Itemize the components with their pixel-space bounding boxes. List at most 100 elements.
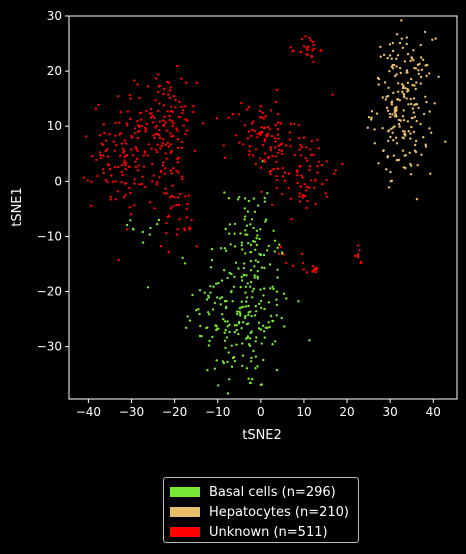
point-series-2 bbox=[192, 105, 195, 108]
point-series-2 bbox=[167, 145, 171, 148]
y-tick-label: 20 bbox=[47, 64, 62, 78]
point-series-0 bbox=[263, 200, 266, 203]
point-series-2 bbox=[129, 97, 132, 100]
point-series-2 bbox=[316, 171, 319, 174]
point-series-2 bbox=[146, 85, 150, 88]
point-series-1 bbox=[409, 77, 413, 81]
point-series-2 bbox=[176, 228, 179, 231]
point-series-2 bbox=[123, 150, 126, 153]
point-series-2 bbox=[182, 124, 186, 128]
point-series-2 bbox=[140, 118, 143, 121]
point-series-0 bbox=[270, 314, 273, 318]
point-series-0 bbox=[260, 306, 263, 310]
point-series-0 bbox=[203, 291, 206, 294]
point-series-2 bbox=[172, 122, 175, 125]
point-series-2 bbox=[165, 157, 168, 160]
point-series-0 bbox=[239, 312, 242, 315]
point-series-0 bbox=[233, 245, 237, 248]
point-series-1 bbox=[407, 130, 410, 133]
point-series-2 bbox=[104, 178, 108, 182]
point-series-0 bbox=[247, 304, 250, 308]
point-series-2 bbox=[305, 146, 308, 149]
point-series-1 bbox=[373, 142, 376, 145]
point-series-0 bbox=[209, 266, 213, 269]
legend-item-unknown: Unknown (n=511) bbox=[170, 522, 352, 542]
point-series-1 bbox=[425, 100, 428, 104]
point-series-2 bbox=[133, 79, 136, 82]
point-series-0 bbox=[230, 272, 233, 276]
point-series-1 bbox=[419, 75, 423, 79]
point-series-1 bbox=[392, 154, 396, 157]
point-series-2 bbox=[154, 148, 157, 152]
point-series-2 bbox=[360, 260, 363, 263]
point-series-2 bbox=[259, 157, 262, 160]
point-series-1 bbox=[404, 133, 407, 136]
point-series-2 bbox=[174, 98, 177, 102]
point-series-2 bbox=[140, 182, 144, 186]
point-series-1 bbox=[414, 103, 418, 106]
point-series-1 bbox=[412, 49, 415, 52]
point-series-2 bbox=[296, 170, 299, 174]
point-series-0 bbox=[246, 233, 249, 236]
point-series-0 bbox=[236, 310, 239, 313]
point-series-2 bbox=[133, 132, 136, 135]
point-series-0 bbox=[241, 321, 245, 324]
point-series-0 bbox=[246, 210, 250, 213]
point-series-2 bbox=[304, 35, 307, 38]
point-series-2 bbox=[162, 161, 165, 164]
point-series-0 bbox=[283, 325, 286, 328]
point-series-1 bbox=[424, 143, 427, 146]
point-series-2 bbox=[269, 169, 273, 173]
point-series-1 bbox=[417, 69, 420, 72]
point-series-1 bbox=[414, 143, 417, 147]
point-series-0 bbox=[256, 204, 260, 207]
point-series-1 bbox=[428, 127, 431, 130]
point-series-0 bbox=[224, 249, 228, 252]
point-series-2 bbox=[94, 107, 98, 110]
point-series-0 bbox=[141, 230, 144, 234]
x-tick-label: −20 bbox=[162, 405, 187, 419]
point-series-2 bbox=[158, 176, 161, 179]
y-tick-label: −20 bbox=[37, 285, 62, 299]
point-series-2 bbox=[162, 123, 165, 126]
point-series-2 bbox=[153, 136, 156, 140]
point-series-2 bbox=[341, 162, 344, 166]
legend-item-basal: Basal cells (n=296) bbox=[170, 482, 352, 502]
point-series-1 bbox=[366, 126, 369, 129]
point-series-2 bbox=[108, 133, 111, 136]
point-series-0 bbox=[149, 226, 152, 230]
point-series-0 bbox=[235, 324, 238, 327]
point-series-1 bbox=[381, 127, 384, 130]
point-series-0 bbox=[210, 259, 214, 262]
point-series-1 bbox=[402, 109, 405, 112]
point-series-2 bbox=[300, 146, 304, 149]
point-series-1 bbox=[408, 151, 411, 154]
point-series-2 bbox=[174, 106, 177, 109]
point-series-2 bbox=[96, 174, 99, 178]
point-series-0 bbox=[226, 276, 229, 280]
point-series-2 bbox=[291, 50, 294, 53]
point-series-0 bbox=[209, 291, 212, 294]
point-series-2 bbox=[356, 256, 360, 259]
point-series-2 bbox=[299, 143, 302, 147]
point-series-2 bbox=[165, 129, 168, 132]
point-series-0 bbox=[222, 361, 226, 365]
point-series-1 bbox=[410, 116, 413, 120]
point-series-0 bbox=[243, 262, 246, 265]
point-series-0 bbox=[252, 226, 255, 230]
point-series-2 bbox=[254, 148, 258, 151]
point-series-2 bbox=[238, 141, 241, 144]
point-series-0 bbox=[276, 276, 279, 279]
point-series-2 bbox=[120, 170, 124, 174]
point-series-2 bbox=[95, 158, 98, 162]
point-series-2 bbox=[171, 110, 174, 114]
point-series-2 bbox=[99, 156, 103, 160]
point-series-2 bbox=[176, 157, 179, 161]
point-series-0 bbox=[131, 227, 135, 231]
point-series-2 bbox=[121, 147, 125, 151]
point-series-2 bbox=[353, 254, 357, 258]
point-series-2 bbox=[180, 105, 183, 109]
point-series-2 bbox=[113, 149, 117, 152]
point-series-1 bbox=[401, 86, 405, 90]
x-tick-label: −10 bbox=[205, 405, 230, 419]
